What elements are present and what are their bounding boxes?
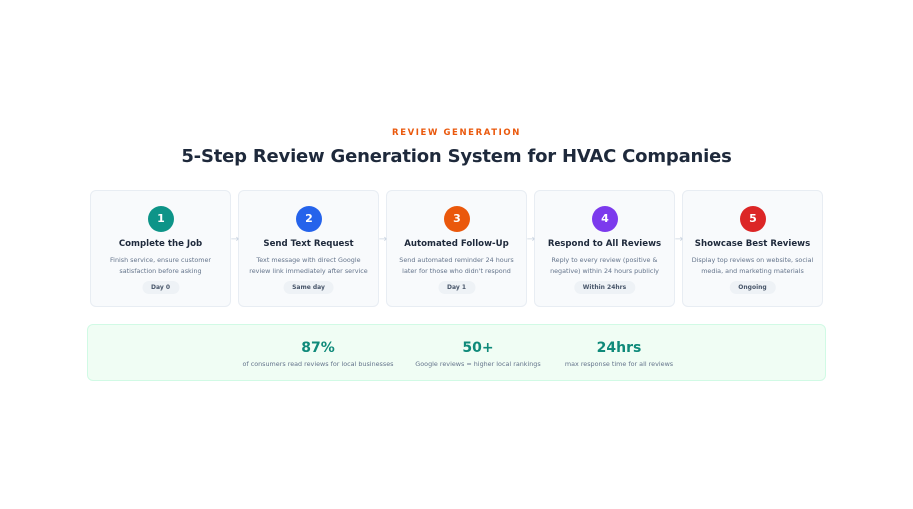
stats-panel: 87% of consumers read reviews for local …	[87, 324, 826, 381]
arrow-connector: →	[231, 190, 239, 308]
arrow-right-icon: →	[378, 234, 388, 245]
step-number-badge: 5	[740, 206, 766, 232]
step-number-badge: 2	[296, 206, 322, 232]
stat-label: max response time for all reviews	[564, 360, 674, 368]
step-timing-badge: Within 24hrs	[573, 281, 636, 294]
step-description: Reply to every review (positive & negati…	[550, 256, 659, 275]
step-timing-badge: Day 0	[141, 281, 180, 294]
step-description: Display top reviews on website, social m…	[691, 256, 814, 275]
step-number-badge: 1	[148, 206, 174, 232]
step-title: Showcase Best Reviews	[694, 239, 811, 249]
step-card-5: 5 Showcase Best Reviews Display top revi…	[682, 190, 823, 307]
stat-value: 24hrs	[596, 340, 642, 356]
step-card-3: 3 Automated Follow-Up Send automated rem…	[386, 190, 527, 307]
arrow-right-icon: →	[230, 234, 240, 245]
stat-label: Google reviews = higher local rankings	[415, 360, 541, 368]
step-title: Complete the Job	[118, 239, 203, 249]
stat-reviews: 50+ Google reviews = higher local rankin…	[413, 339, 543, 368]
step-description: Text message with direct Google review l…	[249, 256, 368, 275]
step-timing-badge: Day 1	[437, 281, 476, 294]
stat-value: 87%	[301, 340, 335, 356]
step-number-badge: 3	[444, 206, 470, 232]
arrow-right-icon: →	[674, 234, 684, 245]
step-description: Send automated reminder 24 hours later f…	[399, 256, 514, 275]
stat-response-time: 24hrs max response time for all reviews	[558, 339, 680, 368]
step-title: Send Text Request	[263, 239, 354, 249]
stat-consumers: 87% of consumers read reviews for local …	[238, 339, 398, 368]
arrow-connector: →	[527, 190, 535, 308]
arrow-connector: →	[675, 190, 683, 308]
step-number-badge: 4	[592, 206, 618, 232]
step-timing-badge: Ongoing	[729, 281, 776, 294]
page-title: 5-Step Review Generation System for HVAC…	[181, 146, 732, 167]
step-card-4: 4 Respond to All Reviews Reply to every …	[534, 190, 675, 307]
stat-value: 50+	[462, 340, 494, 356]
stat-label: of consumers read reviews for local busi…	[242, 360, 394, 368]
eyebrow-label: REVIEW GENERATION	[392, 128, 521, 138]
arrow-connector: →	[379, 190, 387, 308]
steps-row: 1 Complete the Job Finish service, ensur…	[90, 190, 824, 308]
step-title: Respond to All Reviews	[547, 239, 662, 249]
step-card-2: 2 Send Text Request Text message with di…	[238, 190, 379, 307]
step-title: Automated Follow-Up	[404, 239, 509, 249]
arrow-right-icon: →	[526, 234, 536, 245]
step-timing-badge: Same day	[283, 281, 334, 294]
step-card-1: 1 Complete the Job Finish service, ensur…	[90, 190, 231, 307]
step-description: Finish service, ensure customer satisfac…	[109, 256, 212, 275]
